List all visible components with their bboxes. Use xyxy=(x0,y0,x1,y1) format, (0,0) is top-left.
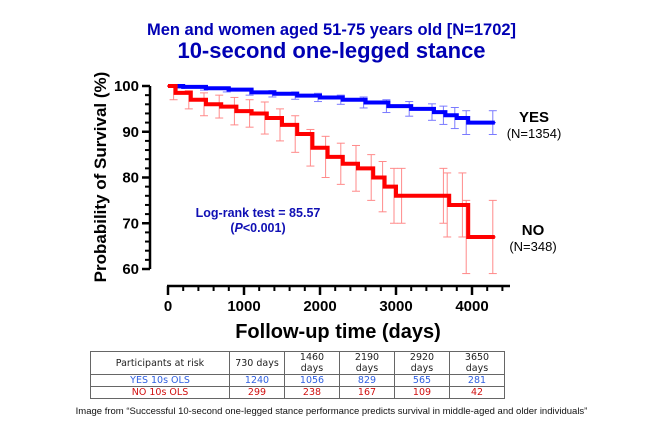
x-tick-label: 2000 xyxy=(303,298,336,315)
risk-header-cell: 2920 days xyxy=(394,351,450,375)
data-point-no xyxy=(448,204,451,206)
risk-table: Participants at risk 730 days 1460 days … xyxy=(90,351,505,399)
data-point-no xyxy=(342,162,344,165)
data-point-no xyxy=(266,117,268,119)
y-tick-label: 70 xyxy=(122,215,139,232)
x-ticks: 0 1000 2000 3000 4000 xyxy=(164,286,504,315)
risk-row-label: YES 10s OLS xyxy=(90,374,230,387)
y-tick-label: 60 xyxy=(122,261,139,278)
data-point-no xyxy=(311,146,314,149)
data-point-no xyxy=(444,195,447,197)
risk-header-cell: 1460 days xyxy=(284,351,340,375)
legend-yes-label: YES xyxy=(519,109,549,126)
data-point-no xyxy=(402,195,405,197)
data-point-yes xyxy=(273,92,276,95)
data-point-no xyxy=(463,204,466,206)
risk-cell: 299 xyxy=(229,386,285,399)
data-point-yes xyxy=(296,94,299,97)
data-point-yes xyxy=(433,111,435,113)
y-axis-title: Probability of Survival (%) xyxy=(91,72,110,283)
data-point-no xyxy=(205,103,207,106)
data-point-no xyxy=(326,156,329,158)
risk-row-yes: YES 10s OLS 1240 1056 829 565 281 xyxy=(90,374,505,387)
y-tick-label: 90 xyxy=(122,124,139,141)
legend-no-label: NO xyxy=(522,222,545,239)
log-rank-annotation: Log-rank test = 85.57 xyxy=(196,206,321,220)
data-point-no xyxy=(467,236,470,238)
data-point-yes xyxy=(319,96,321,99)
data-point-no xyxy=(190,98,192,101)
data-point-no xyxy=(357,167,359,170)
y-tick-label: 80 xyxy=(122,170,139,187)
risk-cell: 42 xyxy=(449,386,505,399)
data-point-no xyxy=(281,124,283,126)
legend-yes-n: (N=1354) xyxy=(507,126,562,141)
data-point-yes xyxy=(494,121,496,124)
data-point-yes xyxy=(444,114,447,117)
data-point-yes xyxy=(205,87,207,90)
data-point-yes xyxy=(228,88,230,91)
chart-title: 10-second one-legged stance xyxy=(177,38,486,63)
risk-cell: 281 xyxy=(449,374,505,387)
risk-table-header: Participants at risk 730 days 1460 days … xyxy=(90,351,505,375)
risk-cell: 1240 xyxy=(229,374,285,387)
data-point-yes xyxy=(410,108,413,110)
risk-row-label: NO 10s OLS xyxy=(90,386,230,399)
p-rest: <0.001) xyxy=(243,221,286,235)
data-point-no xyxy=(383,185,386,188)
data-point-no xyxy=(296,133,299,135)
risk-cell: 238 xyxy=(284,386,340,399)
data-point-no xyxy=(372,176,375,179)
x-tick-label: 0 xyxy=(164,298,172,315)
risk-header-cell: Participants at risk xyxy=(90,351,230,375)
data-point-yes xyxy=(250,91,253,94)
risk-header-cell: 730 days xyxy=(229,351,285,375)
risk-cell: 829 xyxy=(339,374,395,387)
image-caption: Image from “Successful 10-second one-leg… xyxy=(75,406,588,417)
x-tick-label: 4000 xyxy=(455,298,488,315)
data-point-no xyxy=(235,110,238,112)
p-italic: P xyxy=(235,221,244,235)
y-ticks: 60 70 80 90 100 xyxy=(114,78,150,278)
y-tick-label: 100 xyxy=(114,78,139,95)
data-point-no xyxy=(167,85,169,87)
data-point-no xyxy=(174,92,177,94)
data-point-no xyxy=(494,236,496,238)
data-point-yes xyxy=(467,121,470,124)
x-tick-label: 1000 xyxy=(227,298,260,315)
curves-layer xyxy=(167,84,497,275)
data-point-yes xyxy=(456,117,458,119)
p-value-annotation: (P<0.001) xyxy=(230,221,285,235)
x-tick-label: 3000 xyxy=(379,298,412,315)
data-point-no xyxy=(395,195,397,197)
risk-header-cell: 3650 days xyxy=(449,351,505,375)
survival-chart: 60 70 80 90 100 0 1000 2000 3000 4000 Probabilit… xyxy=(91,72,562,343)
chart-subtitle: Men and women aged 51-75 years old [N=17… xyxy=(146,21,517,39)
data-point-no xyxy=(220,105,222,108)
x-axis-title: Follow-up time (days) xyxy=(235,321,441,343)
data-point-yes xyxy=(364,101,367,104)
data-point-yes xyxy=(387,105,390,107)
risk-row-no: NO 10s OLS 299 238 167 109 42 xyxy=(90,386,505,399)
p-open: ( xyxy=(230,221,235,235)
risk-cell: 565 xyxy=(394,374,450,387)
legend-no-n: (N=348) xyxy=(509,239,556,254)
risk-header-cell: 2190 days xyxy=(339,351,395,375)
risk-cell: 167 xyxy=(339,386,395,399)
data-point-yes xyxy=(342,98,344,101)
risk-cell: 109 xyxy=(394,386,450,399)
data-point-yes xyxy=(182,86,184,88)
risk-cell: 1056 xyxy=(284,374,340,387)
data-point-no xyxy=(250,112,253,115)
